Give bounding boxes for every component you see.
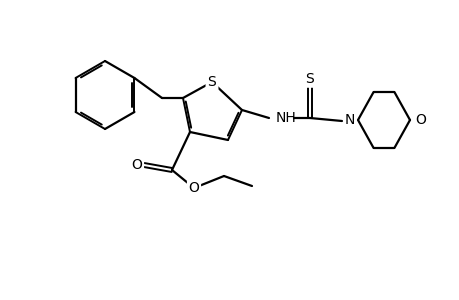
Text: O: O	[188, 181, 199, 195]
Text: S: S	[305, 72, 313, 86]
Text: S: S	[207, 75, 216, 89]
Text: O: O	[414, 113, 425, 127]
Text: N: N	[344, 113, 355, 127]
Text: NH: NH	[275, 111, 296, 125]
Text: O: O	[131, 158, 142, 172]
